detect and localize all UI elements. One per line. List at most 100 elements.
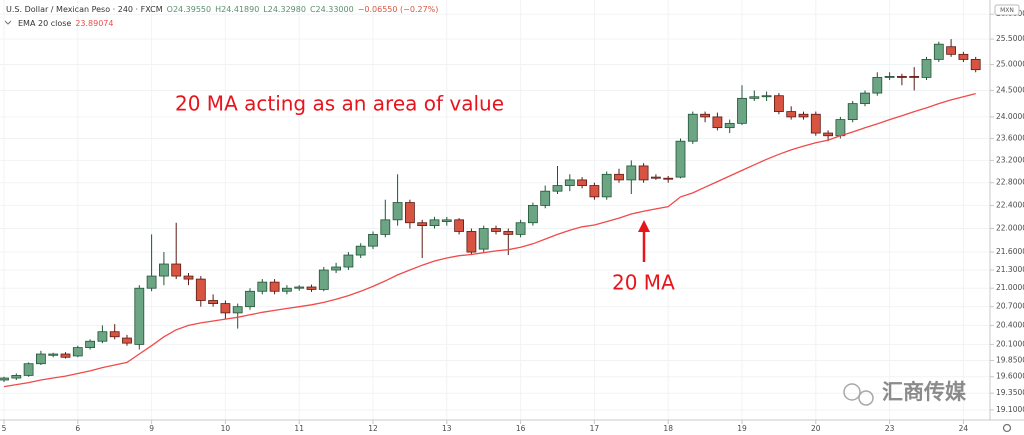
marks (0, 39, 981, 388)
candle-body (638, 165, 649, 181)
x-tick-label: 6 (75, 424, 80, 433)
x-tick-label: 11 (294, 424, 304, 433)
y-tick-label: 24.50000 (996, 85, 1024, 94)
candle-body (466, 231, 477, 253)
candle-body (749, 96, 760, 99)
candle-body (589, 185, 600, 198)
y-tick-label: 20.40000 (996, 320, 1024, 329)
candle-body (85, 340, 95, 349)
candle-body (122, 337, 132, 344)
x-tick-label: 13 (442, 424, 452, 433)
candle-body (294, 286, 305, 289)
y-tick-label: 23.20000 (996, 155, 1024, 164)
candle-body (540, 190, 551, 206)
legend-header: U.S. Dollar / Mexican Peso · 240 · FXCM O… (6, 5, 438, 14)
x-tick-label: 20 (811, 424, 821, 433)
candle-body (737, 97, 747, 124)
candle-body (441, 219, 452, 222)
y-tick-label: 20.10000 (996, 339, 1024, 348)
candle-body (577, 179, 587, 186)
collapse-icon[interactable] (4, 20, 12, 25)
candle-body (860, 92, 870, 105)
candle-body (454, 219, 465, 232)
candle-body (195, 278, 206, 301)
x-tick-label: 24 (959, 424, 969, 433)
candle-body (761, 95, 772, 98)
y-tick-label: 25.50000 (996, 34, 1024, 43)
candle-body (281, 287, 292, 292)
x-tick-label: 12 (368, 424, 378, 433)
candle-body (60, 353, 71, 358)
candle-body (368, 233, 378, 247)
candle-body (208, 300, 219, 304)
candle-body (491, 228, 501, 232)
y-tick-label: 19.60000 (996, 372, 1024, 381)
watermark: 汇商传媒 (843, 380, 967, 406)
x-tick-label: 16 (516, 424, 526, 433)
candle-body (515, 222, 526, 235)
candle-body (36, 353, 46, 365)
candle-body (946, 46, 956, 55)
candle-body (318, 269, 329, 290)
candle-body (872, 77, 883, 94)
candle-body (23, 363, 34, 376)
y-tick-label: 22.80000 (996, 178, 1024, 187)
x-tick-label: 17 (590, 424, 600, 433)
indicator-value: 23.89074 (75, 19, 113, 28)
candle-body (355, 245, 366, 256)
candle-body (158, 263, 169, 277)
settings-icon[interactable] (1002, 423, 1012, 433)
currency-badge[interactable] (994, 4, 1020, 16)
y-tick-label: 22.40000 (996, 200, 1024, 209)
candle-body (0, 377, 9, 381)
watermark-icon (858, 390, 874, 406)
candle-body (392, 202, 403, 221)
candle-body (687, 113, 698, 142)
y-tick-label: 25.00000 (996, 60, 1024, 69)
x-tick-label: 9 (149, 424, 154, 433)
candle-body (651, 176, 661, 179)
candle-body (921, 59, 932, 78)
y-tick-label: 21.60000 (996, 247, 1024, 256)
candle-body (823, 132, 833, 137)
candle-body (847, 103, 858, 120)
watermark-text: 汇商传媒 (882, 380, 967, 404)
y-tick-label: 23.60000 (996, 133, 1024, 142)
candle-body (700, 113, 710, 118)
annotation: 20 MA acting as an area of value (175, 92, 504, 116)
candle-body (528, 205, 538, 224)
candle-body (380, 219, 391, 235)
candle-body (331, 266, 342, 271)
symbol: U.S. Dollar / Mexican Peso · 240 · FXCM (6, 5, 163, 14)
close: C24.33000 (310, 5, 354, 14)
candle-body (269, 281, 280, 292)
x-tick-label: 10 (221, 424, 231, 433)
candle-body (810, 113, 821, 134)
candle-body (663, 177, 674, 180)
x-tick-label: 19 (737, 424, 747, 433)
candle-body (72, 347, 83, 357)
candle-body (146, 275, 157, 289)
y-tick-label: 24.00000 (996, 112, 1024, 121)
candle-body (614, 173, 624, 181)
y-tick-label: 21.30000 (996, 265, 1024, 274)
low: L24.32980 (263, 5, 306, 14)
candle-body (257, 281, 268, 292)
candle-body (909, 76, 920, 78)
candle-body (958, 53, 969, 60)
candle-body (970, 59, 981, 71)
currency: MXN (1000, 7, 1014, 14)
candle-body (626, 165, 637, 181)
candle-body (48, 353, 59, 356)
x-tick-label: 5 (2, 424, 7, 433)
candle-body (897, 76, 907, 78)
candle-body (564, 179, 575, 186)
y-tick-label: 19.35000 (996, 388, 1024, 397)
change: −0.06550 (−0.27%) (358, 5, 439, 14)
candle-body (404, 202, 415, 224)
y-tick-label: 21.00000 (996, 283, 1024, 292)
y-tick-label: 20.70000 (996, 302, 1024, 311)
candle-body (478, 228, 489, 250)
